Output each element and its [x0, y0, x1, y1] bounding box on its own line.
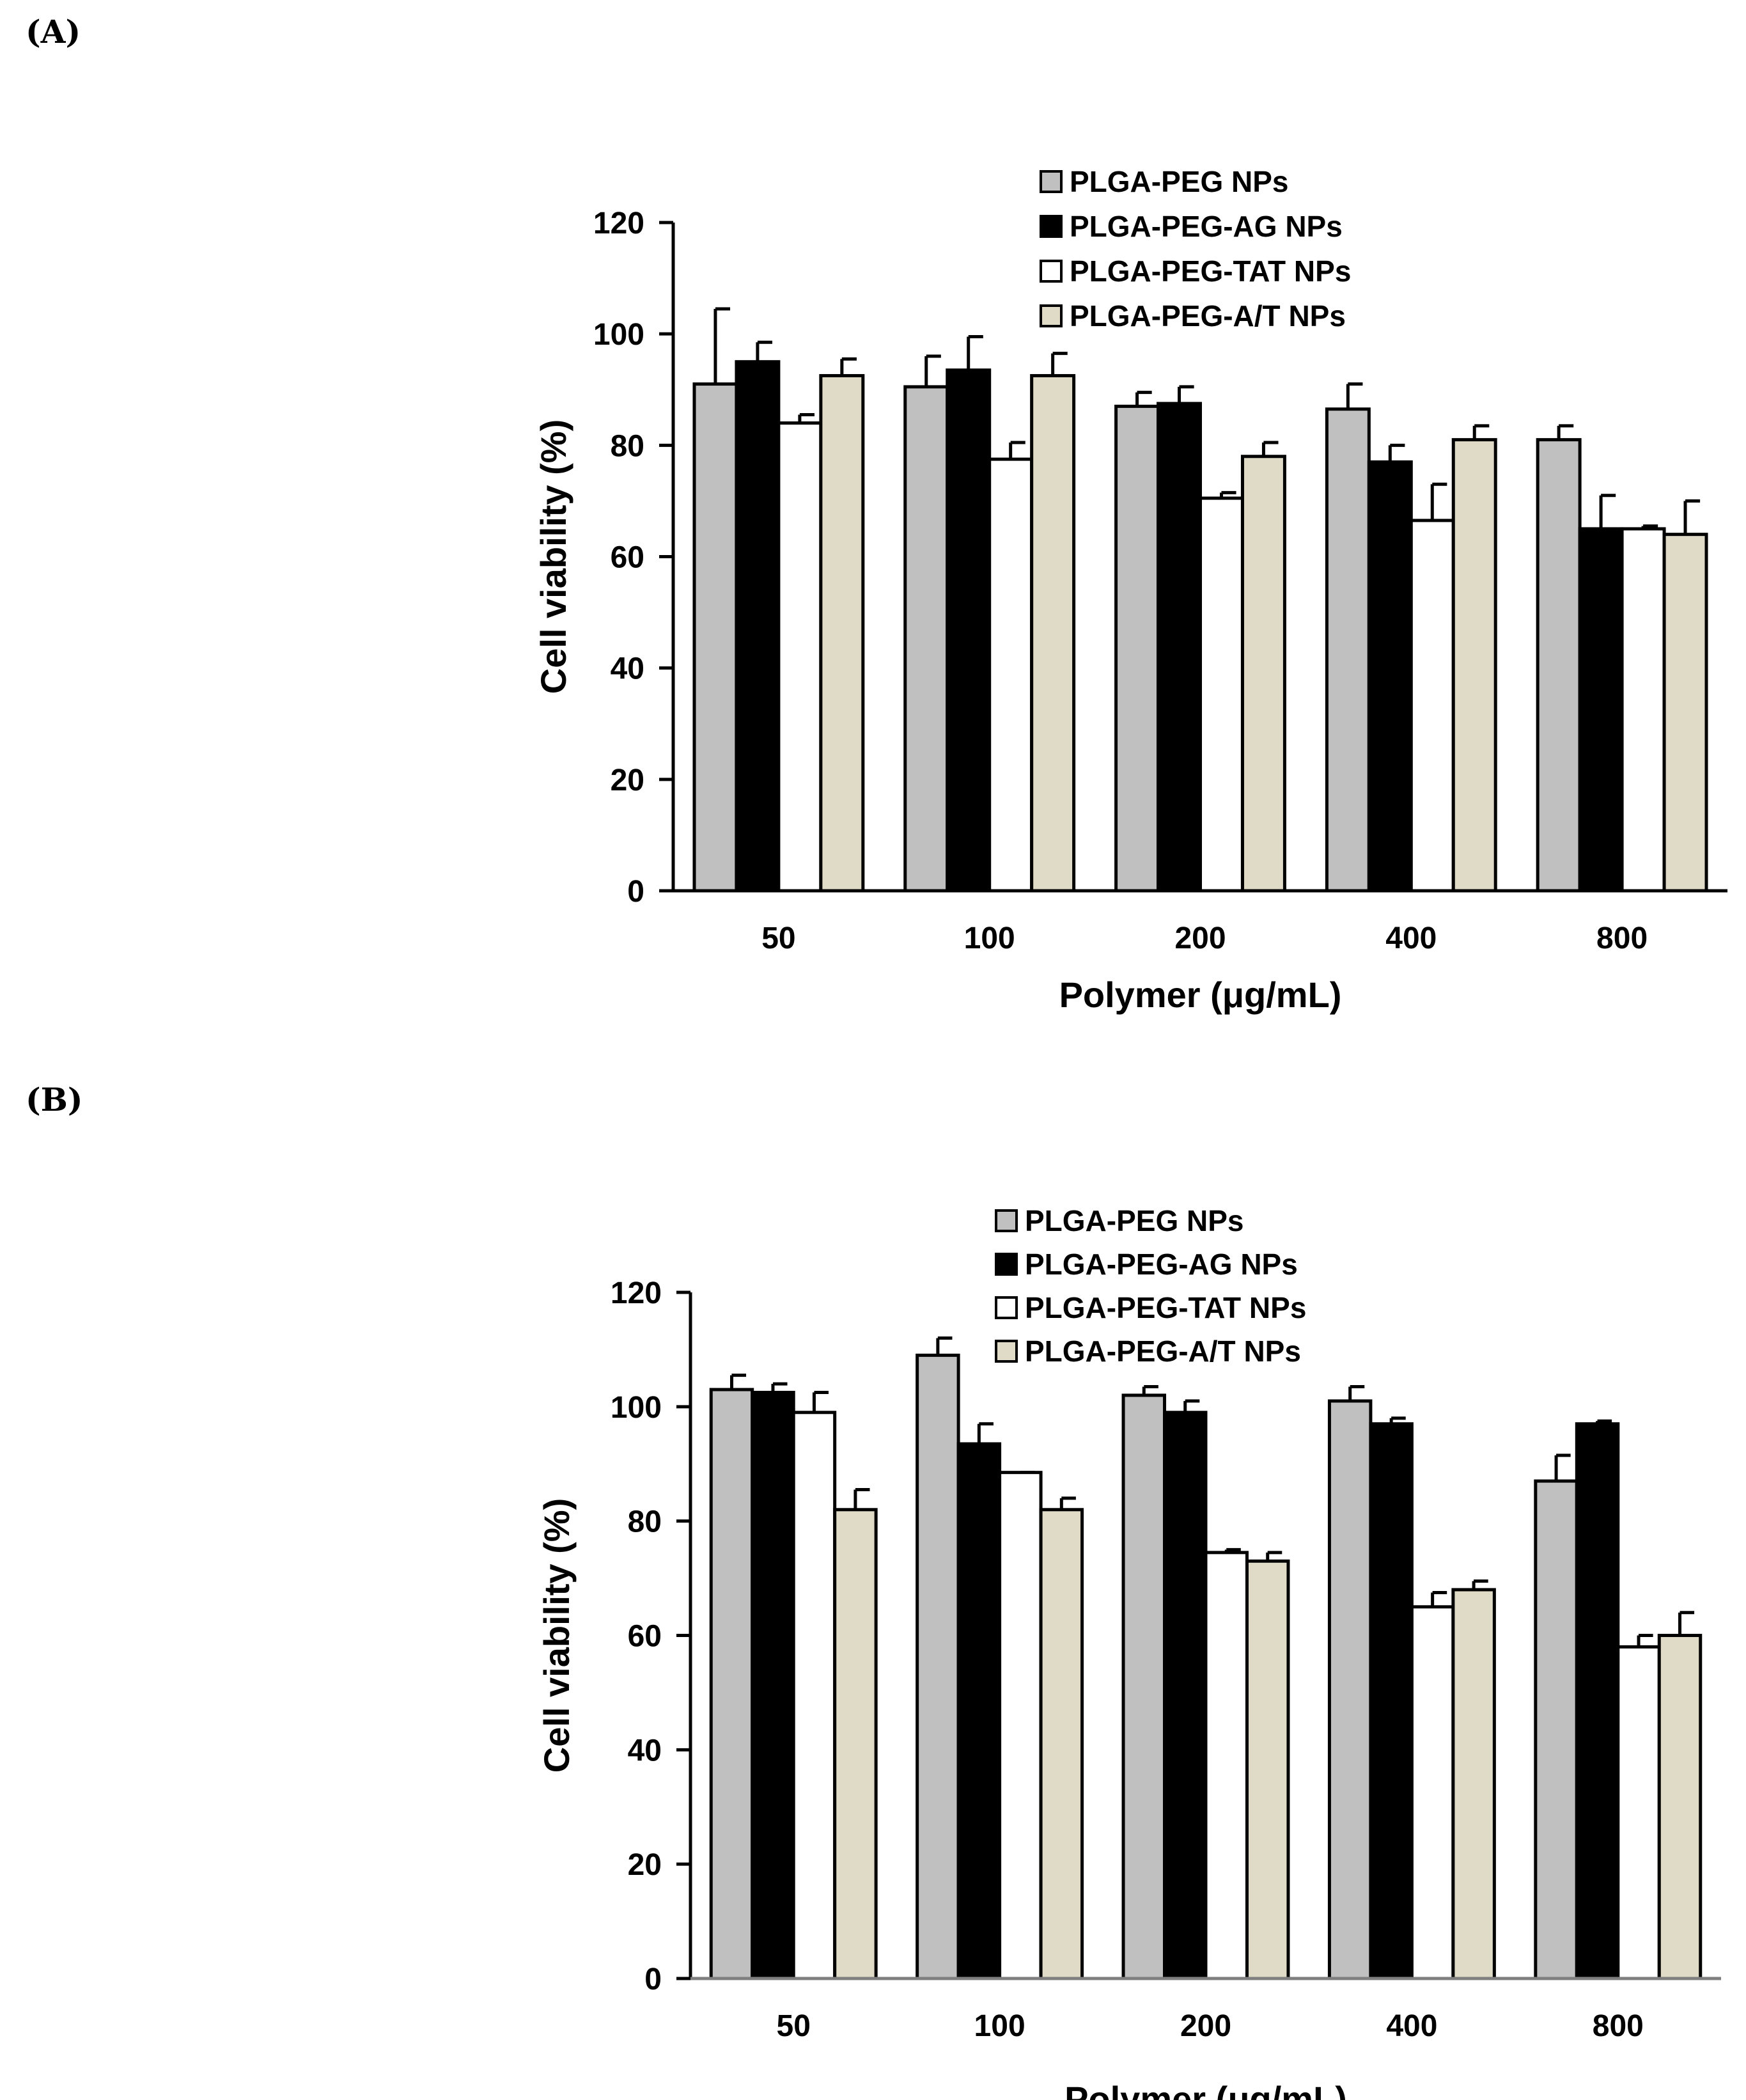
chart-b-bar	[956, 1442, 1002, 1980]
chart-b-y-tick-label: 60	[628, 1620, 662, 1654]
chart-b-bar	[1204, 1551, 1249, 1980]
chart-b-bar	[1575, 1422, 1620, 1980]
chart-a-legend-swatch	[1040, 260, 1063, 283]
chart-b-bar	[709, 1388, 754, 1980]
chart-b-bar	[751, 1390, 795, 1980]
chart-b-x-tick-label: 50	[777, 2009, 811, 2043]
chart-b-bar	[1616, 1645, 1661, 1980]
chart-b-x-tick-label: 200	[1180, 2009, 1231, 2043]
chart-b-y-tick-label: 40	[628, 1734, 662, 1767]
chart-b-x-tick-label: 400	[1386, 2009, 1437, 2043]
chart-a-y-tick-label: 100	[593, 318, 644, 352]
chart-a-y-axis-title: Cell viability (%)	[533, 419, 573, 694]
panel-label-b: (B)	[26, 1081, 83, 1118]
chart-a-bar	[1409, 519, 1455, 893]
chart-b-bar	[1410, 1605, 1455, 1980]
chart-a: 0 20 40 60 80 100 120 50 100 200 400 800 Polymer (μg…	[533, 165, 1727, 1015]
chart-a-y-tick-label: 20	[611, 764, 644, 797]
chart-a-legend-label: PLGA-PEG-TAT NPs	[1070, 255, 1351, 288]
chart-b-legend-label: PLGA-PEG-TAT NPs	[1025, 1291, 1306, 1324]
chart-a-bar	[1662, 533, 1708, 893]
chart-a-bar	[946, 368, 992, 893]
chart-b-legend-swatch	[995, 1253, 1018, 1276]
chart-a-y-tick-label: 40	[611, 652, 644, 686]
chart-a-x-tick-label: 100	[964, 921, 1015, 955]
chart-b-bar	[791, 1411, 837, 1980]
chart-a-legend-label: PLGA-PEG NPs	[1070, 165, 1289, 198]
chart-b-y-tick-label: 0	[644, 1963, 662, 1996]
chart-b-y-tick-label: 120	[611, 1276, 662, 1310]
chart-a-x-tick-label: 800	[1596, 921, 1648, 955]
chart-a-legend-swatch	[1040, 170, 1063, 193]
chart-a-legend-label: PLGA-PEG-AG NPs	[1070, 210, 1343, 243]
chart-a-x-tick-label: 400	[1385, 921, 1437, 955]
chart-a-legend-swatch	[1040, 215, 1063, 238]
chart-b-bar	[1327, 1399, 1373, 1980]
chart-b-bar	[833, 1508, 878, 1980]
chart-a-y-tick-label: 80	[611, 429, 644, 463]
chart-a-x-tick-label: 50	[761, 921, 795, 955]
chart-b-bar	[916, 1353, 960, 1980]
chart-a-y-tick-label: 60	[611, 541, 644, 575]
chart-b-bar	[1121, 1393, 1167, 1980]
chart-b-bar	[1369, 1422, 1414, 1980]
chart-b-bar	[998, 1471, 1043, 1980]
chart-b-y-tick-label: 80	[628, 1505, 662, 1539]
chart-b-legend-swatch	[995, 1340, 1018, 1363]
chart-b-legend-label: PLGA-PEG-AG NPs	[1025, 1248, 1298, 1281]
chart-b-y-tick-label: 20	[628, 1848, 662, 1882]
chart-b-legend-label: PLGA-PEG-A/T NPs	[1025, 1335, 1301, 1368]
chart-a-legend-swatch	[1040, 304, 1063, 327]
chart-b-y-axis-title: Cell viability (%)	[536, 1498, 577, 1773]
chart-b-legend-label: PLGA-PEG NPs	[1025, 1204, 1244, 1237]
chart-a-x-tick-label: 200	[1174, 921, 1226, 955]
panel-label-a: (A)	[26, 13, 81, 51]
chart-a-bar	[988, 457, 1034, 893]
chart-a-bar	[1199, 496, 1244, 893]
chart-b-y-tick-label: 100	[611, 1391, 662, 1425]
chart-b-x-axis-title: Polymer (μg/mL)	[1064, 2079, 1347, 2100]
chart-b-bar	[1245, 1559, 1290, 1980]
chart-a-bar	[1325, 407, 1371, 893]
chart-b-legend-swatch	[995, 1296, 1018, 1319]
chart-a-y-tick-label: 0	[627, 875, 644, 909]
chart-a-x-axis-title: Polymer (μg/mL)	[1059, 975, 1342, 1015]
chart-b-x-tick-label: 100	[974, 2009, 1025, 2043]
chart-b-bar	[1451, 1588, 1496, 1980]
chart-a-bar	[1620, 527, 1666, 893]
chart-a-bar	[692, 382, 738, 893]
chart-b-x-tick-label: 800	[1593, 2009, 1644, 2043]
chart-b-bar	[1534, 1479, 1578, 1980]
chart-a-bar	[1240, 455, 1286, 893]
chart-a-bar	[1030, 373, 1076, 893]
chart-a-legend-label: PLGA-PEG-A/T NPs	[1070, 299, 1346, 333]
chart-a-y-tick-label: 120	[593, 207, 644, 240]
chart-b-legend-swatch	[995, 1209, 1018, 1232]
chart-b-bar	[1039, 1508, 1084, 1980]
chart-b-bar	[1163, 1411, 1208, 1980]
chart-b-bar	[1657, 1634, 1703, 1980]
